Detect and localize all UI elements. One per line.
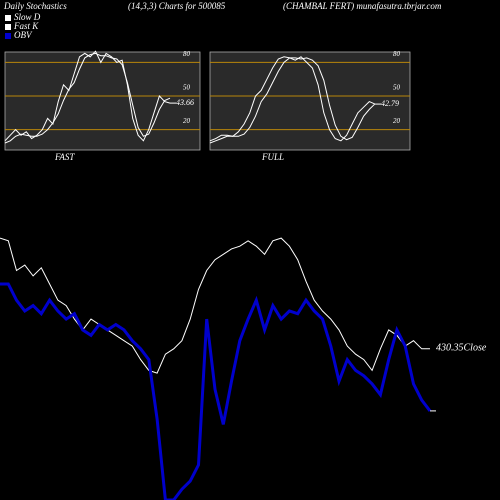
series-line <box>209 56 376 142</box>
header-center: (14,3,3) Charts for 500085 <box>128 1 226 11</box>
series-line <box>4 50 171 142</box>
panel <box>209 51 411 151</box>
y-tick-label: 50 <box>183 84 191 92</box>
y-tick-label: 20 <box>183 117 191 125</box>
legend-label: OBV <box>14 30 33 40</box>
series-line <box>4 52 171 144</box>
legend-label: Fast K <box>13 21 39 31</box>
legend-swatch <box>5 15 11 21</box>
series-line <box>209 57 376 144</box>
y-tick-label: 50 <box>393 84 401 92</box>
panel-title: FULL <box>261 152 284 162</box>
annotation: 42.79 <box>381 99 399 108</box>
annotation: 43.66 <box>176 98 194 107</box>
annotation: 430.35Close <box>436 342 487 353</box>
header-left: Daily Stochastics <box>3 1 67 11</box>
panel-title: FAST <box>54 152 75 162</box>
legend-swatch <box>5 24 11 30</box>
legend-swatch <box>5 33 11 39</box>
series-line <box>0 282 432 500</box>
y-tick-label: 80 <box>183 50 191 58</box>
y-tick-label: 80 <box>393 50 401 58</box>
y-tick-label: 20 <box>393 117 401 125</box>
series-line <box>0 237 430 374</box>
legend-label: Slow D <box>14 12 41 22</box>
header-right: (CHAMBAL FERT) munafasutra.tbrjar.com <box>283 1 442 11</box>
panel <box>4 51 201 151</box>
